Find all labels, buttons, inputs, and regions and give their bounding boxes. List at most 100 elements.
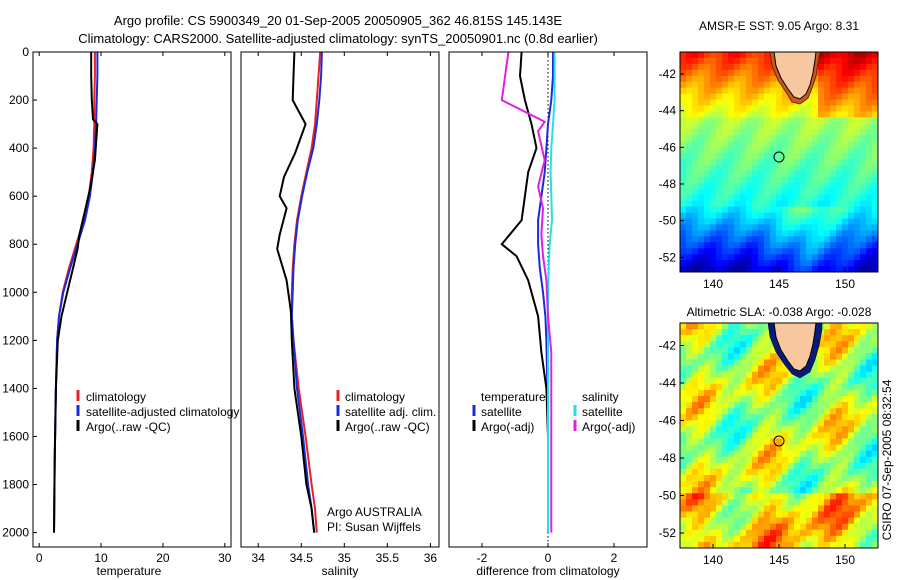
sst-map-cell <box>860 188 867 196</box>
sla-map-cell <box>866 523 873 531</box>
sla-map-cell <box>770 383 777 391</box>
sst-map-cell <box>806 123 813 130</box>
sst-map-cell <box>686 141 693 148</box>
sla-map-cell <box>806 505 813 512</box>
sla-map-cell <box>848 365 855 373</box>
sst-map-cell <box>686 99 693 106</box>
sst-map-cell <box>848 52 855 59</box>
sst-map-cell <box>758 182 765 190</box>
sst-map-cell <box>680 188 687 196</box>
sst-map-cell <box>872 230 878 237</box>
sla-map-cell <box>800 377 807 385</box>
sst-map-cell <box>860 224 867 231</box>
sst-map-cell <box>806 242 813 249</box>
sla-map-cell <box>686 371 693 379</box>
sla-map-cell <box>722 444 729 452</box>
sla-map-cell <box>872 493 878 500</box>
sst-map-cell <box>836 52 843 59</box>
depth-tick-label-2: 400 <box>9 141 29 155</box>
sst-map-cell <box>872 176 878 184</box>
sla-map-cell <box>710 505 717 512</box>
sst-map-cell <box>752 242 759 249</box>
sla-map-cell <box>728 371 735 379</box>
sla-map-cell <box>854 505 861 512</box>
sla-map-cell <box>716 395 723 403</box>
sst-map-cell <box>716 266 723 272</box>
sla-map-cell <box>680 365 687 373</box>
sla-map-cell <box>830 450 837 458</box>
sla-map-cell <box>848 432 855 439</box>
sst-map-cell <box>818 236 825 243</box>
sla-map-cell <box>782 456 789 464</box>
sst-map-cell <box>830 242 837 249</box>
sla-map-cell <box>722 487 729 494</box>
sla-map-cell <box>740 493 747 500</box>
sla-map-cell <box>704 395 711 403</box>
sst-map-cell <box>716 230 723 237</box>
sst-map-cell <box>692 135 699 142</box>
sla-map-cell <box>716 359 723 366</box>
sla-map-cell <box>848 535 855 543</box>
sla-map-cell <box>686 541 693 548</box>
sla-map-cell <box>692 475 699 482</box>
sst-map-cell <box>854 254 861 261</box>
sla-map-cell <box>836 505 843 512</box>
sla-map-cell <box>800 481 807 488</box>
sla-map-cell <box>752 481 759 488</box>
sst-map-cell <box>722 57 729 65</box>
sla-map-cell <box>848 395 855 403</box>
sla-map-cell <box>764 432 771 439</box>
sst-map-cell <box>872 75 878 83</box>
temperature-xtick-label-1: 10 <box>94 551 108 565</box>
sst-map-xtick-label-2: 150 <box>835 277 855 291</box>
sla-map-cell <box>866 408 873 415</box>
legend-group-salinity: salinity <box>582 390 619 404</box>
sst-map-cell <box>764 129 771 136</box>
sst-map-cell <box>800 129 807 136</box>
sst-map-cell <box>860 93 867 100</box>
sla-map-cell <box>800 535 807 543</box>
sla-map-cell <box>710 347 717 354</box>
sst-map-cell <box>782 176 789 184</box>
sst-map-cell <box>746 188 753 196</box>
sst-map-cell <box>854 111 861 118</box>
sst-map-cell <box>740 93 747 100</box>
sla-map-cell <box>746 468 753 476</box>
sst-map-cell <box>794 141 801 148</box>
sla-map-cell <box>848 426 855 433</box>
sla-map-cell <box>842 487 849 494</box>
sla-map-land <box>767 323 823 379</box>
sst-map-cell <box>812 212 819 219</box>
sst-map-cell <box>710 176 717 184</box>
sst-map-cell <box>740 182 747 190</box>
sla-map-cell <box>842 511 849 518</box>
sst-map-cell <box>686 147 693 154</box>
sla-map-cell <box>728 414 735 421</box>
sst-map-cell <box>788 200 795 207</box>
sst-map-cell <box>788 141 795 148</box>
sst-map-cell <box>758 63 765 71</box>
sst-map-cell <box>686 57 693 65</box>
sst-map-cell <box>782 230 789 237</box>
sst-map-cell <box>872 63 878 71</box>
sst-map-cell <box>734 254 741 261</box>
sla-map-cell <box>686 475 693 482</box>
sla-map-cell <box>752 323 759 330</box>
sst-map-cell <box>794 194 801 202</box>
sla-map-cell <box>830 353 837 360</box>
sst-map-cell <box>734 224 741 231</box>
sst-map-cell <box>758 242 765 249</box>
sla-map-cell <box>872 511 878 518</box>
sst-map-cell <box>752 230 759 237</box>
sla-map-cell <box>698 383 705 391</box>
sla-map-cell <box>824 365 831 373</box>
sst-map-cell <box>818 153 825 160</box>
sla-map-cell <box>740 420 747 427</box>
sla-map-cell <box>860 389 867 397</box>
sst-map-cell <box>806 141 813 148</box>
sst-map-cell <box>710 111 717 118</box>
sla-map-cell <box>818 529 825 537</box>
sla-map-cell <box>824 475 831 482</box>
sla-map-cell <box>830 493 837 500</box>
depth-tick-label-10: 2000 <box>2 526 29 540</box>
